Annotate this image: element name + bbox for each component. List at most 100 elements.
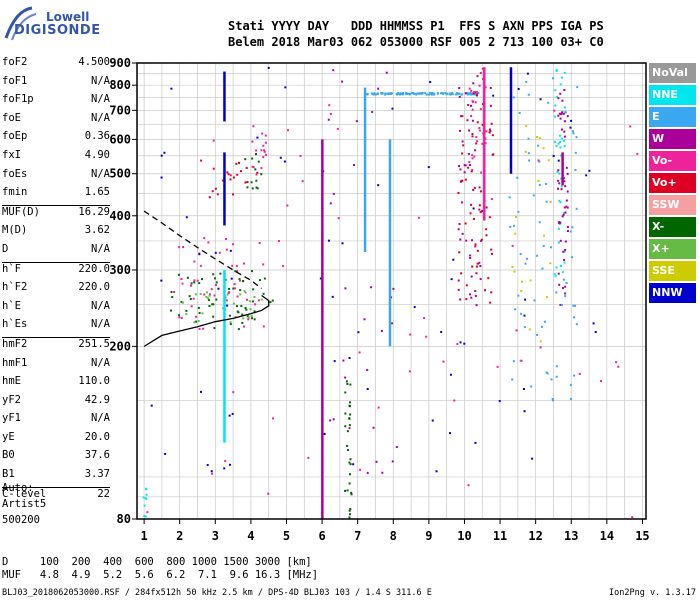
echo-point bbox=[251, 300, 254, 303]
param-row: B1 3.37 bbox=[2, 468, 110, 487]
echo-point bbox=[160, 279, 163, 282]
echo-point bbox=[410, 92, 413, 95]
echo-point bbox=[216, 193, 219, 196]
echo-point bbox=[344, 489, 347, 492]
echo-point bbox=[476, 140, 479, 143]
param-value: 220.0 bbox=[78, 262, 110, 275]
echo-point bbox=[511, 378, 514, 381]
param-value: N/A bbox=[91, 111, 110, 124]
echo-point bbox=[477, 91, 480, 94]
echo-point bbox=[347, 448, 350, 451]
x-tick-label: 11 bbox=[493, 529, 507, 543]
echo-point bbox=[190, 282, 193, 285]
param-row: foEs N/A bbox=[2, 168, 110, 187]
echo-point bbox=[485, 228, 488, 231]
echo-point bbox=[286, 204, 289, 207]
echo-point bbox=[228, 414, 231, 417]
echo-point bbox=[235, 264, 238, 267]
param-key: C-level bbox=[2, 487, 47, 500]
echo-point bbox=[467, 484, 470, 487]
echo-point bbox=[562, 177, 565, 180]
echo-point bbox=[478, 204, 481, 207]
param-value: 22 bbox=[97, 487, 110, 500]
echo-point bbox=[474, 441, 477, 444]
echo-point bbox=[207, 298, 210, 301]
echo-point bbox=[348, 482, 351, 485]
echo-point bbox=[142, 496, 145, 499]
echo-point bbox=[460, 201, 463, 204]
echo-point bbox=[460, 272, 463, 275]
echo-point bbox=[178, 246, 181, 249]
param-row: MUF(D) 16.29 bbox=[2, 206, 110, 225]
echo-point bbox=[557, 241, 560, 244]
echo-point bbox=[512, 96, 515, 99]
echo-point bbox=[346, 489, 349, 492]
echo-point bbox=[572, 304, 575, 307]
echo-point bbox=[224, 459, 227, 462]
echo-point bbox=[144, 488, 147, 491]
echo-point bbox=[566, 190, 569, 193]
echo-point bbox=[457, 165, 460, 168]
echo-point bbox=[523, 314, 526, 317]
echo-point bbox=[247, 316, 250, 319]
echo-point bbox=[366, 471, 369, 474]
param-row: yE 20.0 bbox=[2, 431, 110, 450]
echo-point bbox=[203, 237, 206, 240]
echo-point bbox=[328, 104, 331, 107]
echo-point bbox=[395, 446, 398, 449]
echo-point bbox=[164, 452, 167, 455]
param-row: M(D) 3.62 bbox=[2, 224, 110, 243]
legend-item: NNE bbox=[649, 85, 696, 105]
echo-point bbox=[427, 166, 430, 169]
echo-point bbox=[346, 382, 349, 385]
echo-point bbox=[471, 119, 474, 122]
echo-point bbox=[468, 161, 471, 164]
echo-point bbox=[194, 293, 197, 296]
echo-point bbox=[375, 93, 378, 96]
param-row: hmF1 N/A bbox=[2, 357, 110, 376]
echo-point bbox=[261, 132, 264, 135]
echo-point bbox=[246, 315, 249, 318]
param-key: fxI bbox=[2, 148, 21, 161]
echo-point bbox=[488, 131, 491, 134]
echo-point bbox=[459, 238, 462, 241]
echo-point bbox=[236, 173, 239, 176]
echo-point bbox=[526, 257, 529, 260]
echo-point bbox=[541, 325, 544, 328]
parameter-panel: foF2 4.500 foF1 N/A foF1p N/A foE N/A foEp 0.36 fx… bbox=[2, 56, 110, 506]
echo-point bbox=[559, 239, 562, 242]
echo-point bbox=[560, 185, 563, 188]
echo-point bbox=[452, 258, 455, 261]
echo-point bbox=[425, 93, 428, 96]
echo-point bbox=[472, 207, 475, 210]
echo-point bbox=[556, 170, 559, 173]
echo-point bbox=[349, 413, 352, 416]
antenna-icon bbox=[4, 6, 37, 41]
echo-point bbox=[563, 106, 566, 109]
echo-point bbox=[574, 304, 577, 307]
echo-point bbox=[254, 153, 257, 156]
echo-point bbox=[251, 165, 254, 168]
echo-point bbox=[473, 90, 476, 93]
echo-point bbox=[557, 179, 560, 182]
echo-point bbox=[197, 319, 200, 322]
echo-point bbox=[200, 159, 203, 162]
legend-item: W bbox=[649, 129, 696, 149]
echo-point bbox=[440, 330, 443, 333]
echo-point bbox=[520, 359, 523, 362]
echo-point bbox=[564, 185, 567, 188]
echo-point bbox=[471, 135, 474, 138]
echo-point bbox=[474, 93, 477, 96]
echo-point bbox=[524, 298, 527, 301]
echo-point bbox=[249, 308, 252, 311]
echo-point bbox=[557, 227, 560, 230]
echo-point bbox=[475, 304, 478, 307]
echo-point bbox=[217, 287, 220, 290]
echo-point bbox=[476, 249, 479, 252]
echo-point bbox=[416, 92, 419, 95]
y-tick-label: 400 bbox=[109, 209, 131, 223]
echo-point bbox=[226, 293, 229, 296]
echo-point bbox=[518, 112, 521, 115]
echo-point bbox=[208, 293, 211, 296]
echo-point bbox=[244, 291, 247, 294]
